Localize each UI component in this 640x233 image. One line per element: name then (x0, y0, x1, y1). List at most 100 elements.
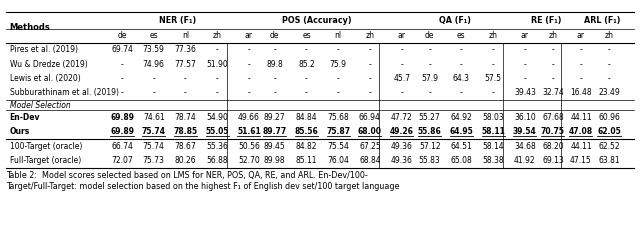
Text: -: - (460, 88, 463, 97)
Text: 64.92: 64.92 (451, 113, 472, 122)
Text: 60.96: 60.96 (598, 113, 620, 122)
Text: NER (F₁): NER (F₁) (159, 16, 196, 25)
Text: 84.84: 84.84 (296, 113, 317, 122)
Text: -: - (400, 45, 403, 54)
Text: -: - (248, 45, 250, 54)
Text: 44.11: 44.11 (570, 113, 592, 122)
Text: 65.08: 65.08 (451, 156, 472, 165)
Text: 75.74: 75.74 (143, 142, 164, 151)
Text: zh: zh (212, 31, 221, 41)
Text: -: - (552, 45, 554, 54)
Text: -: - (428, 60, 431, 69)
Text: -: - (607, 45, 611, 54)
Text: 78.74: 78.74 (175, 113, 196, 122)
Text: 49.66: 49.66 (238, 113, 260, 122)
Text: -: - (152, 74, 155, 83)
Text: -: - (400, 88, 403, 97)
Text: -: - (184, 88, 187, 97)
Text: ar: ar (577, 31, 585, 41)
Text: 16.48: 16.48 (570, 88, 592, 97)
Text: 58.38: 58.38 (483, 156, 504, 165)
Text: -: - (152, 88, 155, 97)
Text: 89.27: 89.27 (264, 113, 285, 122)
Text: -: - (428, 88, 431, 97)
Text: 45.7: 45.7 (393, 74, 410, 83)
Text: -: - (492, 60, 495, 69)
Text: 75.73: 75.73 (143, 156, 164, 165)
Text: 39.54: 39.54 (513, 127, 537, 136)
Text: -: - (216, 88, 219, 97)
Text: 75.68: 75.68 (327, 113, 349, 122)
Text: -: - (337, 45, 340, 54)
Text: 57.9: 57.9 (421, 74, 438, 83)
Text: 76.04: 76.04 (327, 156, 349, 165)
Text: -: - (120, 88, 124, 97)
Text: -: - (460, 60, 463, 69)
Text: -: - (184, 74, 187, 83)
Text: -: - (607, 74, 611, 83)
Text: 64.51: 64.51 (451, 142, 472, 151)
Text: Full-Target (oracle): Full-Target (oracle) (10, 156, 81, 165)
Text: ar: ar (521, 31, 529, 41)
Text: zh: zh (365, 31, 374, 41)
Text: -: - (492, 88, 495, 97)
Text: -: - (305, 88, 308, 97)
Text: -: - (273, 74, 276, 83)
Text: -: - (273, 88, 276, 97)
Text: 67.68: 67.68 (542, 113, 564, 122)
Text: es: es (149, 31, 158, 41)
Text: En-Dev: En-Dev (10, 113, 40, 122)
Text: 55.36: 55.36 (206, 142, 228, 151)
Text: 34.68: 34.68 (514, 142, 536, 151)
Text: -: - (492, 45, 495, 54)
Text: 39.43: 39.43 (514, 88, 536, 97)
Text: -: - (400, 60, 403, 69)
Text: Methods: Methods (10, 23, 51, 32)
Text: nl: nl (182, 31, 189, 41)
Text: es: es (457, 31, 466, 41)
Text: 68.20: 68.20 (542, 142, 564, 151)
Text: -: - (369, 88, 371, 97)
Text: -: - (337, 74, 340, 83)
Text: 67.25: 67.25 (359, 142, 381, 151)
Text: 89.8: 89.8 (266, 60, 283, 69)
Text: 77.57: 77.57 (175, 60, 196, 69)
Text: 89.45: 89.45 (264, 142, 285, 151)
Text: 36.10: 36.10 (514, 113, 536, 122)
Text: -: - (552, 60, 554, 69)
Text: 75.54: 75.54 (327, 142, 349, 151)
Text: 89.98: 89.98 (264, 156, 285, 165)
Text: 55.83: 55.83 (419, 156, 440, 165)
Text: ar: ar (397, 31, 406, 41)
Text: 75.87: 75.87 (326, 127, 350, 136)
Text: 58.03: 58.03 (483, 113, 504, 122)
Text: 89.77: 89.77 (262, 127, 287, 136)
Text: 75.74: 75.74 (141, 127, 166, 136)
Text: ar: ar (245, 31, 253, 41)
Text: 51.90: 51.90 (206, 60, 228, 69)
Text: 69.74: 69.74 (111, 45, 133, 54)
Text: 66.94: 66.94 (359, 113, 381, 122)
Text: QA (F₁): QA (F₁) (439, 16, 471, 25)
Text: 47.72: 47.72 (391, 113, 413, 122)
Text: 74.61: 74.61 (143, 113, 164, 122)
Text: 64.3: 64.3 (453, 74, 470, 83)
Text: Subburathinam et al. (2019): Subburathinam et al. (2019) (10, 88, 118, 97)
Text: 55.05: 55.05 (205, 127, 229, 136)
Text: -: - (607, 60, 611, 69)
Text: 49.36: 49.36 (391, 156, 413, 165)
Text: POS (Accuracy): POS (Accuracy) (282, 16, 352, 25)
Text: 49.36: 49.36 (391, 142, 413, 151)
Text: -: - (524, 74, 526, 83)
Text: -: - (428, 45, 431, 54)
Text: 72.07: 72.07 (111, 156, 133, 165)
Text: 47.15: 47.15 (570, 156, 592, 165)
Text: 58.11: 58.11 (481, 127, 505, 136)
Text: 51.61: 51.61 (237, 127, 260, 136)
Text: ARL (F₁): ARL (F₁) (584, 16, 621, 25)
Text: 69.89: 69.89 (110, 113, 134, 122)
Text: 73.59: 73.59 (143, 45, 164, 54)
Text: 77.36: 77.36 (175, 45, 196, 54)
Text: -: - (248, 60, 250, 69)
Text: 85.2: 85.2 (298, 60, 315, 69)
